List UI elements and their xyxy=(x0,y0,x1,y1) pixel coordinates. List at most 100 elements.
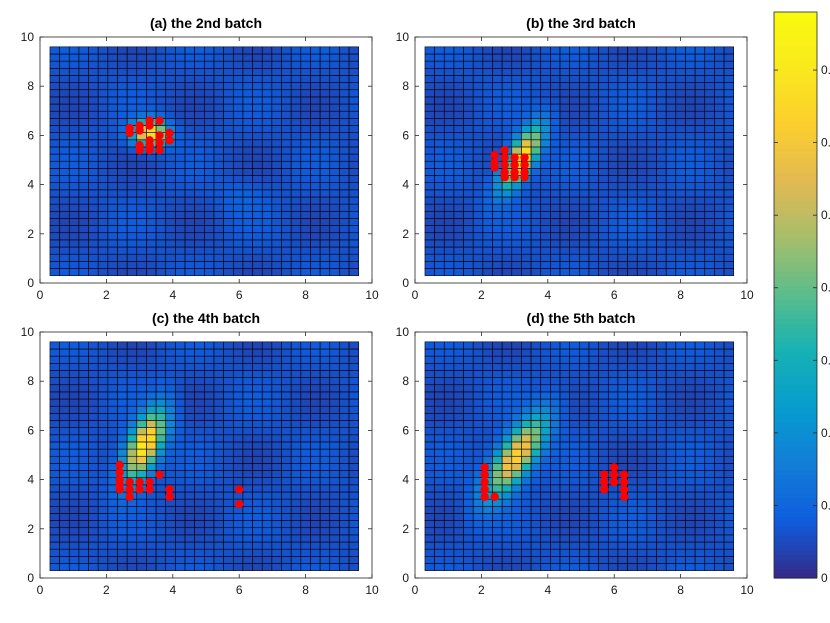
heatmap-cell xyxy=(627,348,638,357)
heatmap-cell xyxy=(443,261,455,269)
heatmap-cell xyxy=(559,203,570,212)
heatmap-cell xyxy=(579,355,590,364)
heatmap-cell xyxy=(540,168,551,176)
heatmap-cell xyxy=(685,53,696,62)
heatmap-cell xyxy=(463,455,474,464)
heatmap-cell xyxy=(339,563,350,571)
heatmap-cell xyxy=(530,96,542,105)
heatmap-cell xyxy=(348,498,360,507)
heatmap-cell xyxy=(232,391,244,400)
heatmap-cell xyxy=(213,125,224,133)
heatmap-cell xyxy=(434,527,445,536)
heatmap-cell xyxy=(88,505,99,514)
heatmap-cell xyxy=(339,132,350,141)
heatmap-cell xyxy=(348,463,360,471)
heatmap-cell xyxy=(155,448,167,457)
heatmap-cell xyxy=(300,413,311,421)
heatmap-cell xyxy=(290,168,302,176)
heatmap-cell xyxy=(117,53,128,62)
heatmap-cell xyxy=(559,218,570,226)
heatmap-cell xyxy=(252,548,263,557)
heatmap-cell xyxy=(511,132,522,141)
heatmap-cell xyxy=(155,520,167,529)
heatmap-cell xyxy=(559,132,570,141)
heatmap-cell xyxy=(550,427,561,436)
heatmap-cell xyxy=(68,110,80,119)
heatmap-cell xyxy=(59,160,70,169)
axes-box xyxy=(414,36,748,284)
heatmap-cell xyxy=(319,527,331,536)
heatmap-cell xyxy=(579,182,590,191)
heatmap-cell xyxy=(329,189,340,198)
heatmap-cell xyxy=(165,82,176,91)
heatmap-cell xyxy=(271,67,282,76)
colorbar-segment xyxy=(774,247,817,254)
heatmap-cell xyxy=(588,210,599,219)
heatmap-cell xyxy=(550,362,561,371)
heatmap-cell xyxy=(424,448,435,457)
sample-point xyxy=(520,160,529,170)
heatmap-cell xyxy=(204,498,215,507)
y-tick-label: 2 xyxy=(402,227,409,241)
heatmap-cell xyxy=(540,261,551,269)
heatmap-cell xyxy=(49,463,60,471)
heatmap-cell xyxy=(550,210,561,219)
heatmap-cell xyxy=(694,348,706,357)
heatmap-cell xyxy=(339,82,350,91)
heatmap-cell xyxy=(155,210,167,219)
heatmap-cell xyxy=(339,139,350,148)
heatmap-cell xyxy=(126,348,138,357)
heatmap-cell xyxy=(627,534,638,543)
heatmap-cell xyxy=(607,563,619,571)
heatmap-cell xyxy=(300,67,311,76)
heatmap-cell xyxy=(714,53,725,62)
heatmap-cell xyxy=(607,125,619,133)
heatmap-cell xyxy=(492,132,503,141)
heatmap-cell xyxy=(530,348,542,357)
heatmap-cell xyxy=(194,563,205,571)
heatmap-cell xyxy=(242,391,253,400)
heatmap-cell xyxy=(223,563,234,571)
heatmap-cell xyxy=(97,218,109,226)
heatmap-cell xyxy=(242,513,253,521)
heatmap-cell xyxy=(559,491,570,500)
heatmap-cell xyxy=(675,427,686,436)
heatmap-cell xyxy=(155,153,167,162)
heatmap-cell xyxy=(155,498,167,507)
heatmap-cell xyxy=(232,168,244,176)
heatmap-cell xyxy=(550,189,561,198)
y-tick-label: 8 xyxy=(402,79,409,93)
heatmap-cell xyxy=(453,505,464,514)
colorbar-segment xyxy=(774,342,817,348)
heatmap-cell xyxy=(300,420,311,428)
heatmap-cell xyxy=(521,463,532,471)
heatmap-cell xyxy=(281,232,292,241)
heatmap-cell xyxy=(59,182,70,191)
heatmap-cell xyxy=(117,82,128,91)
heatmap-cell xyxy=(694,125,706,133)
heatmap-cell xyxy=(646,118,657,126)
heatmap-cell xyxy=(204,448,215,457)
heatmap-cell xyxy=(49,527,60,536)
heatmap-cell xyxy=(78,527,89,536)
heatmap-cell xyxy=(155,370,167,378)
heatmap-cell xyxy=(521,232,532,241)
heatmap-cell xyxy=(607,370,619,378)
heatmap-cell xyxy=(550,182,561,191)
heatmap-cell xyxy=(165,556,176,564)
heatmap-cell xyxy=(126,398,138,407)
heatmap-cell xyxy=(252,484,263,493)
heatmap-cell xyxy=(136,82,147,91)
heatmap-cell xyxy=(579,168,590,176)
heatmap-cell xyxy=(310,463,321,471)
heatmap-cell xyxy=(78,548,89,557)
heatmap-cell xyxy=(685,405,696,414)
heatmap-cell xyxy=(88,534,99,543)
heatmap-cell xyxy=(588,160,599,169)
heatmap-cell xyxy=(492,441,503,450)
heatmap-cell xyxy=(675,46,686,55)
heatmap-cell xyxy=(617,391,628,400)
heatmap-cell xyxy=(665,384,677,393)
heatmap-cell xyxy=(579,455,590,464)
